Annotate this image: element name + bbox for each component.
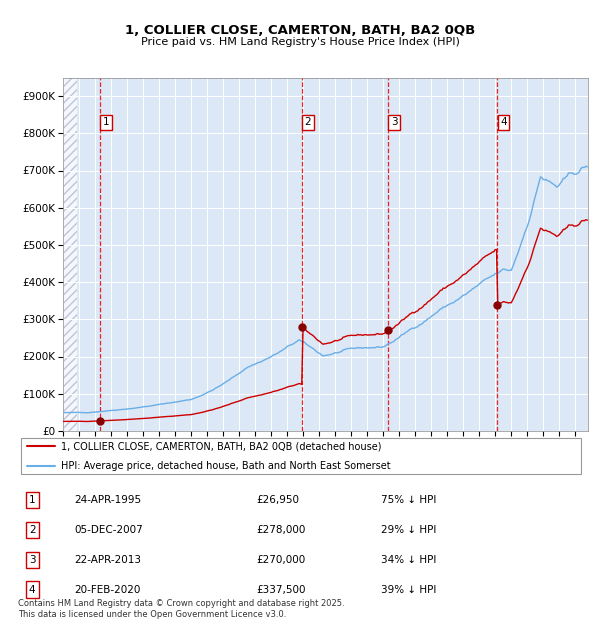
Text: 4: 4 bbox=[29, 585, 35, 595]
FancyBboxPatch shape bbox=[21, 438, 581, 474]
Text: Contains HM Land Registry data © Crown copyright and database right 2025.
This d: Contains HM Land Registry data © Crown c… bbox=[18, 600, 344, 619]
Text: 2: 2 bbox=[29, 525, 35, 535]
Text: 20-FEB-2020: 20-FEB-2020 bbox=[75, 585, 141, 595]
Text: £278,000: £278,000 bbox=[256, 525, 305, 535]
Text: £270,000: £270,000 bbox=[256, 555, 305, 565]
Text: 34% ↓ HPI: 34% ↓ HPI bbox=[381, 555, 436, 565]
Text: 1: 1 bbox=[103, 117, 109, 127]
Text: 22-APR-2013: 22-APR-2013 bbox=[75, 555, 142, 565]
Text: 29% ↓ HPI: 29% ↓ HPI bbox=[381, 525, 436, 535]
Text: £337,500: £337,500 bbox=[256, 585, 305, 595]
Text: 3: 3 bbox=[29, 555, 35, 565]
Text: Price paid vs. HM Land Registry's House Price Index (HPI): Price paid vs. HM Land Registry's House … bbox=[140, 37, 460, 47]
Text: 2: 2 bbox=[305, 117, 311, 127]
Text: HPI: Average price, detached house, Bath and North East Somerset: HPI: Average price, detached house, Bath… bbox=[61, 461, 390, 471]
Text: £26,950: £26,950 bbox=[256, 495, 299, 505]
Text: 1, COLLIER CLOSE, CAMERTON, BATH, BA2 0QB: 1, COLLIER CLOSE, CAMERTON, BATH, BA2 0Q… bbox=[125, 24, 475, 37]
Text: 1, COLLIER CLOSE, CAMERTON, BATH, BA2 0QB (detached house): 1, COLLIER CLOSE, CAMERTON, BATH, BA2 0Q… bbox=[61, 441, 381, 451]
Text: 75% ↓ HPI: 75% ↓ HPI bbox=[381, 495, 436, 505]
Text: 24-APR-1995: 24-APR-1995 bbox=[75, 495, 142, 505]
Text: 4: 4 bbox=[500, 117, 507, 127]
Text: 05-DEC-2007: 05-DEC-2007 bbox=[75, 525, 143, 535]
Text: 39% ↓ HPI: 39% ↓ HPI bbox=[381, 585, 436, 595]
Text: 3: 3 bbox=[391, 117, 398, 127]
Text: 1: 1 bbox=[29, 495, 35, 505]
